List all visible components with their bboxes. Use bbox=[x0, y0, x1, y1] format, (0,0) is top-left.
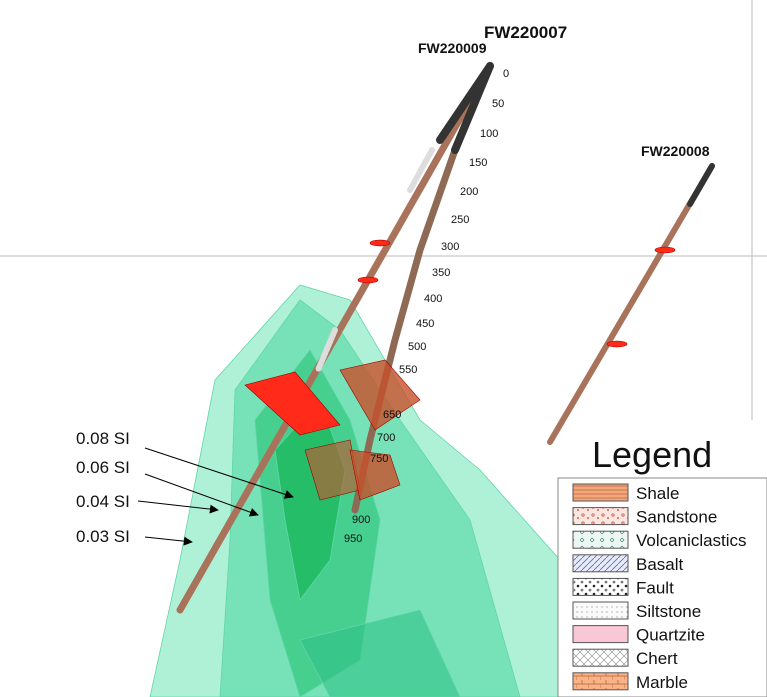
arrow bbox=[144, 447, 294, 499]
orange-plane bbox=[349, 449, 401, 501]
annotation: 0.06 SI bbox=[76, 458, 130, 477]
legend-label: Siltstone bbox=[636, 602, 701, 621]
shell-lobe bbox=[299, 609, 461, 697]
red-plane bbox=[606, 340, 628, 348]
depth-label: 400 bbox=[424, 293, 442, 305]
legend-label: Sandstone bbox=[636, 508, 717, 527]
legend-swatch bbox=[572, 507, 629, 526]
arrow bbox=[144, 473, 259, 517]
lithology-interval bbox=[407, 147, 435, 193]
hole-collar bbox=[687, 163, 715, 207]
legend-label: Shale bbox=[636, 484, 679, 503]
depth-label: 500 bbox=[408, 341, 426, 353]
legend-label: Basalt bbox=[636, 555, 684, 574]
depth-label: 100 bbox=[480, 128, 498, 140]
hole-label: FW220009 bbox=[418, 40, 487, 56]
legend-swatch bbox=[572, 601, 629, 620]
annotations: 0.08 SI 0.06 SI 0.04 SI 0.03 SI bbox=[76, 429, 294, 546]
legend: Legend Shale Sandstone Volcaniclastics Basa… bbox=[557, 434, 767, 697]
hole-labels: FW220007 FW220009 FW220008 bbox=[418, 23, 710, 159]
hole-label: FW220008 bbox=[641, 143, 710, 159]
depth-label: 200 bbox=[460, 186, 478, 198]
lithology-interval bbox=[315, 327, 338, 373]
depth-labels: 0 50 100 150 200 250 300 350 400 450 500 550 650 700 7… bbox=[344, 68, 509, 545]
depth-label: 250 bbox=[451, 214, 469, 226]
legend-swatch bbox=[572, 625, 629, 644]
hole-fw220008-trace bbox=[547, 163, 715, 445]
depth-label: 150 bbox=[469, 157, 487, 169]
depth-label: 450 bbox=[416, 318, 434, 330]
depth-label: 950 bbox=[344, 533, 362, 545]
depth-label: 650 bbox=[383, 409, 401, 421]
hole-label: FW220007 bbox=[484, 23, 567, 42]
legend-label: Quartzite bbox=[636, 626, 705, 645]
depth-label: 900 bbox=[352, 514, 370, 526]
hole-collar bbox=[451, 62, 494, 154]
annotation: 0.03 SI bbox=[76, 527, 130, 546]
legend-title: Legend bbox=[592, 434, 712, 475]
legend-swatch bbox=[572, 577, 629, 596]
annotation: 0.04 SI bbox=[76, 492, 130, 511]
red-planes bbox=[244, 239, 676, 501]
arrow bbox=[137, 500, 219, 514]
red-plane bbox=[244, 371, 341, 436]
legend-swatch bbox=[572, 554, 629, 573]
legend-label: Chert bbox=[636, 649, 678, 668]
red-plane bbox=[357, 276, 379, 284]
drill-holes bbox=[176, 62, 715, 614]
depth-label: 300 bbox=[441, 241, 459, 253]
orange-plane bbox=[339, 359, 421, 431]
depth-label: 50 bbox=[492, 98, 504, 110]
legend-swatch bbox=[572, 530, 629, 549]
red-plane bbox=[654, 246, 676, 254]
depth-label: 700 bbox=[377, 432, 395, 444]
red-plane bbox=[369, 239, 391, 247]
depth-label: 350 bbox=[432, 267, 450, 279]
legend-label: Fault bbox=[636, 578, 674, 597]
legend-swatch bbox=[572, 483, 629, 502]
legend-label: Volcaniclastics bbox=[636, 531, 747, 550]
hole-fw220009-trace bbox=[176, 62, 494, 614]
legend-items: Shale Sandstone Volcaniclastics Basalt Fault… bbox=[572, 483, 747, 692]
legend-swatch bbox=[572, 648, 629, 667]
depth-label: 550 bbox=[399, 364, 417, 376]
annotation: 0.08 SI bbox=[76, 429, 130, 448]
depth-label: 0 bbox=[503, 68, 509, 80]
legend-label: Marble bbox=[636, 673, 688, 692]
depth-label: 750 bbox=[370, 453, 388, 465]
legend-swatch bbox=[572, 672, 629, 691]
arrow bbox=[144, 536, 193, 546]
